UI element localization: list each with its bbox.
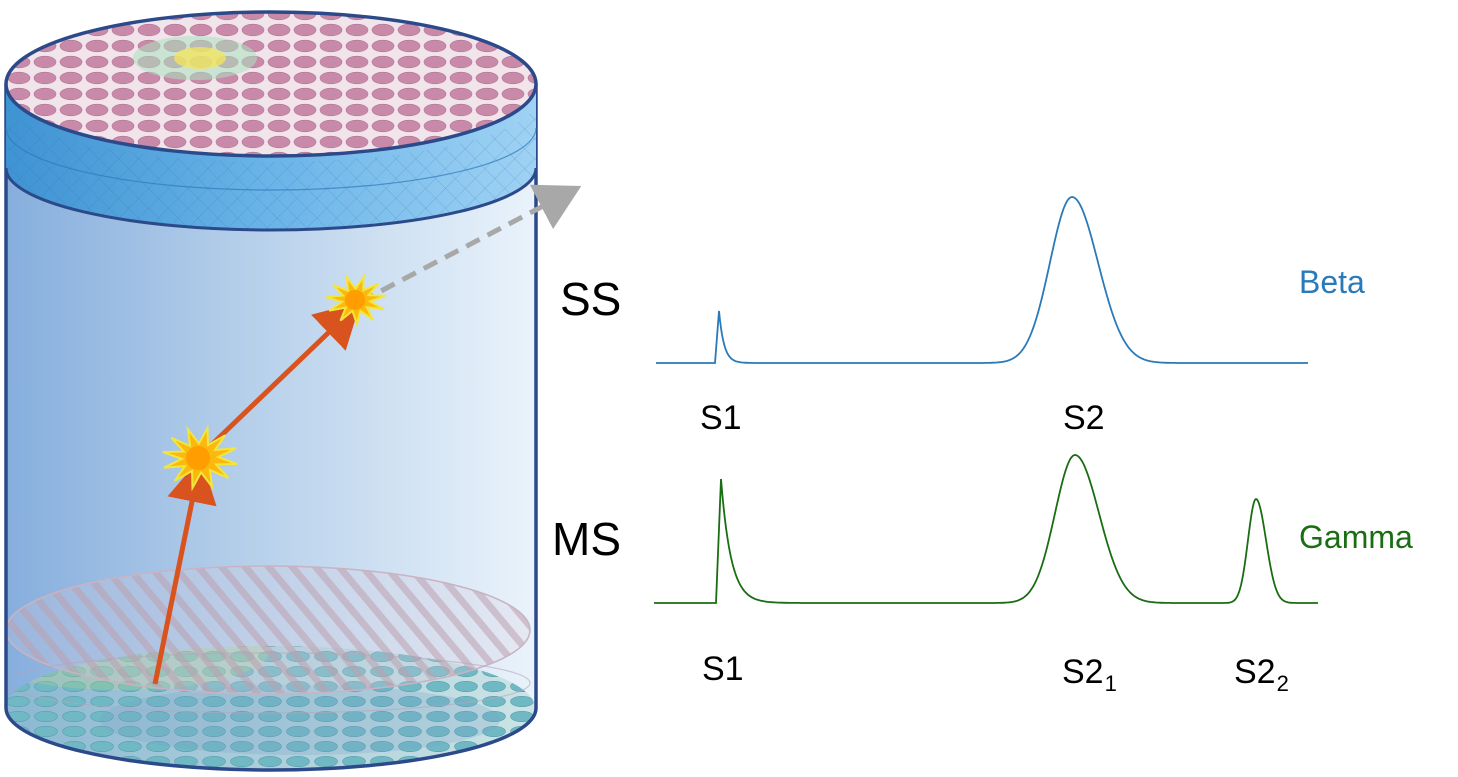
- cathode-grid: [5, 565, 531, 695]
- ms-s2-2-label: S22: [1234, 653, 1289, 696]
- gamma-label: Gamma: [1299, 519, 1413, 555]
- ms-waveform: [654, 454, 1318, 604]
- ms-s1-label: S1: [702, 650, 744, 688]
- interaction-vertex-2: [325, 273, 386, 328]
- track-segment-1: [152, 457, 217, 685]
- ms-row-label: MS: [552, 513, 621, 565]
- ss-s1-label: S1: [700, 399, 742, 437]
- ms-s2-1-label: S21: [1062, 653, 1117, 696]
- track-segment-2: [202, 301, 361, 454]
- detector-cylinder: [4, 10, 538, 772]
- ss-waveform: [656, 196, 1308, 364]
- top-pmt-array: [4, 10, 538, 158]
- interaction-vertex-1: [162, 424, 238, 492]
- ss-s2-label: S2: [1063, 399, 1105, 437]
- ss-row-label: SS: [560, 273, 622, 325]
- bottom-rim: [4, 707, 538, 772]
- particle-track: [152, 301, 361, 685]
- beta-label: Beta: [1299, 264, 1365, 300]
- scattered-gamma-arrow: [358, 184, 582, 305]
